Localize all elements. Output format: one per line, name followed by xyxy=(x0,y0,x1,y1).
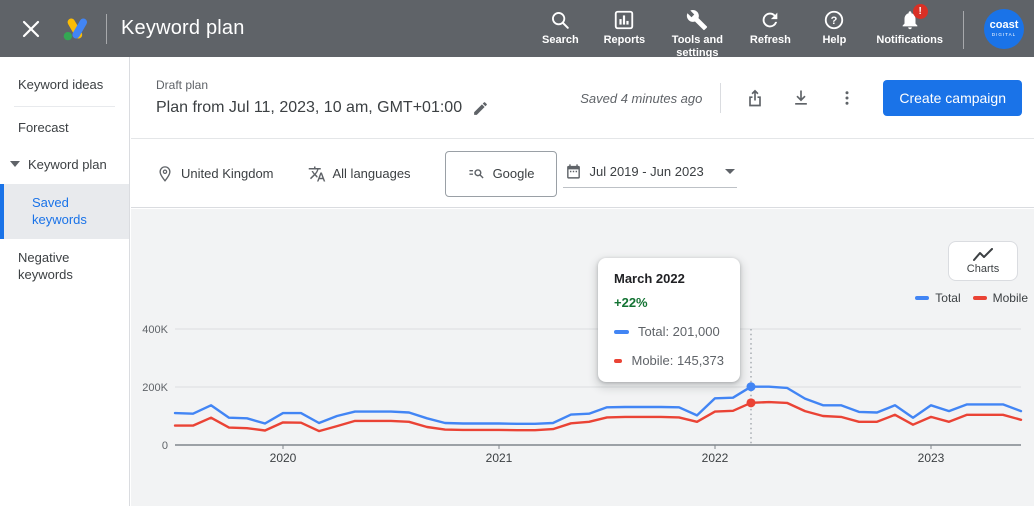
edit-plan-name-button[interactable] xyxy=(472,100,489,117)
location-filter[interactable]: United Kingdom xyxy=(156,165,274,183)
page-title: Keyword plan xyxy=(121,17,245,39)
chart-tooltip: March 2022 +22% Total: 201,000 Mobile: 1… xyxy=(598,258,740,382)
total-series-swatch xyxy=(915,296,930,300)
total-series-swatch xyxy=(614,329,629,334)
sidebar-item-forecast[interactable]: Forecast xyxy=(18,119,69,135)
nav-label: Notifications xyxy=(876,34,943,46)
svg-text:2022: 2022 xyxy=(702,451,729,465)
avatar-subtext: digital xyxy=(991,31,1017,37)
filter-bar: United Kingdom All languages Google Jul … xyxy=(131,140,1034,208)
topbar-help[interactable]: ? Help xyxy=(812,9,856,47)
topbar-refresh[interactable]: Refresh xyxy=(748,9,792,47)
plan-header: Draft plan Plan from Jul 11, 2023, 10 am… xyxy=(131,57,1034,139)
legend-item-mobile[interactable]: Mobile xyxy=(972,291,1028,305)
topbar-reports[interactable]: Tools and settings Reports xyxy=(602,9,646,47)
tooltip-mobile-value: Mobile: 145,373 xyxy=(631,353,724,368)
avatar-text: coast xyxy=(989,18,1019,31)
svg-text:200K: 200K xyxy=(142,382,168,394)
svg-text:2021: 2021 xyxy=(486,451,513,465)
wrench-icon xyxy=(687,10,708,31)
share-icon xyxy=(749,89,762,107)
topbar: Keyword plan Search Tools and settings R… xyxy=(0,0,1034,59)
svg-text:?: ? xyxy=(831,15,838,27)
charts-button-label: Charts xyxy=(966,262,1000,275)
share-button[interactable] xyxy=(737,80,773,116)
line-chart-icon xyxy=(973,247,993,261)
legend-item-total[interactable]: Total xyxy=(915,291,961,305)
topbar-tools-and-settings[interactable]: Tools and settings xyxy=(666,9,728,59)
tooltip-total-row: Total: 201,000 xyxy=(614,324,724,339)
download-button[interactable] xyxy=(783,80,819,116)
nav-label: Tools and settings xyxy=(671,34,723,59)
mobile-series-swatch xyxy=(614,358,623,363)
google-ads-logo-icon xyxy=(63,17,88,40)
manage-search-icon xyxy=(468,169,484,179)
draft-plan-label: Draft plan xyxy=(156,78,209,92)
legend-label: Mobile xyxy=(992,291,1028,305)
search-icon xyxy=(552,12,570,29)
location-value: United Kingdom xyxy=(181,166,274,181)
svg-text:2023: 2023 xyxy=(918,451,945,465)
translate-icon xyxy=(308,166,325,181)
location-pin-icon xyxy=(159,165,171,182)
create-campaign-button[interactable]: Create campaign xyxy=(883,80,1022,116)
more-options-button[interactable] xyxy=(829,80,865,116)
topbar-divider xyxy=(963,11,964,49)
network-select[interactable]: Google xyxy=(444,150,558,197)
download-icon xyxy=(795,90,808,105)
legend-label: Total xyxy=(935,291,961,305)
chart-legend: Total Mobile xyxy=(915,291,1028,305)
charts-toggle-button[interactable]: Charts xyxy=(948,241,1018,281)
sidebar-item-label: Keyword plan xyxy=(28,157,107,173)
sidebar-divider xyxy=(14,105,115,107)
sidebar-item-keyword-plan[interactable]: Keyword plan xyxy=(0,146,129,184)
nav-label: Search xyxy=(542,34,579,46)
sidebar-item-keyword-ideas[interactable]: Keyword ideas xyxy=(18,77,104,92)
reports-icon xyxy=(615,10,634,30)
topbar-search[interactable]: Search xyxy=(538,9,582,47)
tooltip-month: March 2022 xyxy=(614,271,685,286)
sidebar-item-saved-keywords[interactable]: Saved keywords xyxy=(0,183,129,239)
sidebar: Keyword ideas Forecast Keyword plan Save… xyxy=(0,57,130,506)
more-vert-icon xyxy=(845,91,849,105)
calendar-icon xyxy=(567,164,581,179)
date-range-value: Jul 2019 - Jun 2023 xyxy=(589,164,704,179)
topbar-actions: Search Tools and settings Reports Tools … xyxy=(538,0,1024,59)
language-filter[interactable]: All languages xyxy=(308,165,411,183)
saved-status: Saved 4 minutes ago xyxy=(580,90,703,106)
svg-text:0: 0 xyxy=(162,440,168,452)
dropdown-caret-icon xyxy=(724,169,735,174)
close-button[interactable] xyxy=(12,10,50,48)
language-value: All languages xyxy=(332,166,411,181)
topbar-divider xyxy=(106,13,107,44)
header-divider xyxy=(720,83,722,113)
close-icon xyxy=(22,20,40,37)
nav-label: Help xyxy=(822,34,847,46)
chevron-down-icon xyxy=(10,161,20,168)
mobile-series-swatch xyxy=(972,296,987,300)
account-avatar[interactable]: coast digital xyxy=(984,9,1024,49)
notification-badge: ! xyxy=(912,4,928,19)
chart-panel: 0 200K 400K 2020 2021 2022 2023 Charts Total M… xyxy=(131,209,1034,506)
svg-text:2020: 2020 xyxy=(270,451,297,465)
tooltip-change: +22% xyxy=(614,295,648,310)
pencil-icon xyxy=(474,101,487,115)
network-value: Google xyxy=(492,166,535,181)
topbar-notifications[interactable]: ! Notifications xyxy=(876,4,943,47)
tooltip-total-value: Total: 201,000 xyxy=(638,324,720,339)
date-range-select[interactable]: Jul 2019 - Jun 2023 xyxy=(563,159,737,188)
plan-title: Plan from Jul 11, 2023, 10 am, GMT+01:00 xyxy=(156,99,463,116)
nav-label: Reports xyxy=(603,34,646,46)
svg-text:400K: 400K xyxy=(142,324,168,336)
help-icon: ? xyxy=(825,10,844,30)
sidebar-item-negative-keywords[interactable]: Negative keywords xyxy=(18,249,73,283)
tooltip-mobile-row: Mobile: 145,373 xyxy=(614,353,724,368)
nav-label: Refresh xyxy=(749,34,791,46)
